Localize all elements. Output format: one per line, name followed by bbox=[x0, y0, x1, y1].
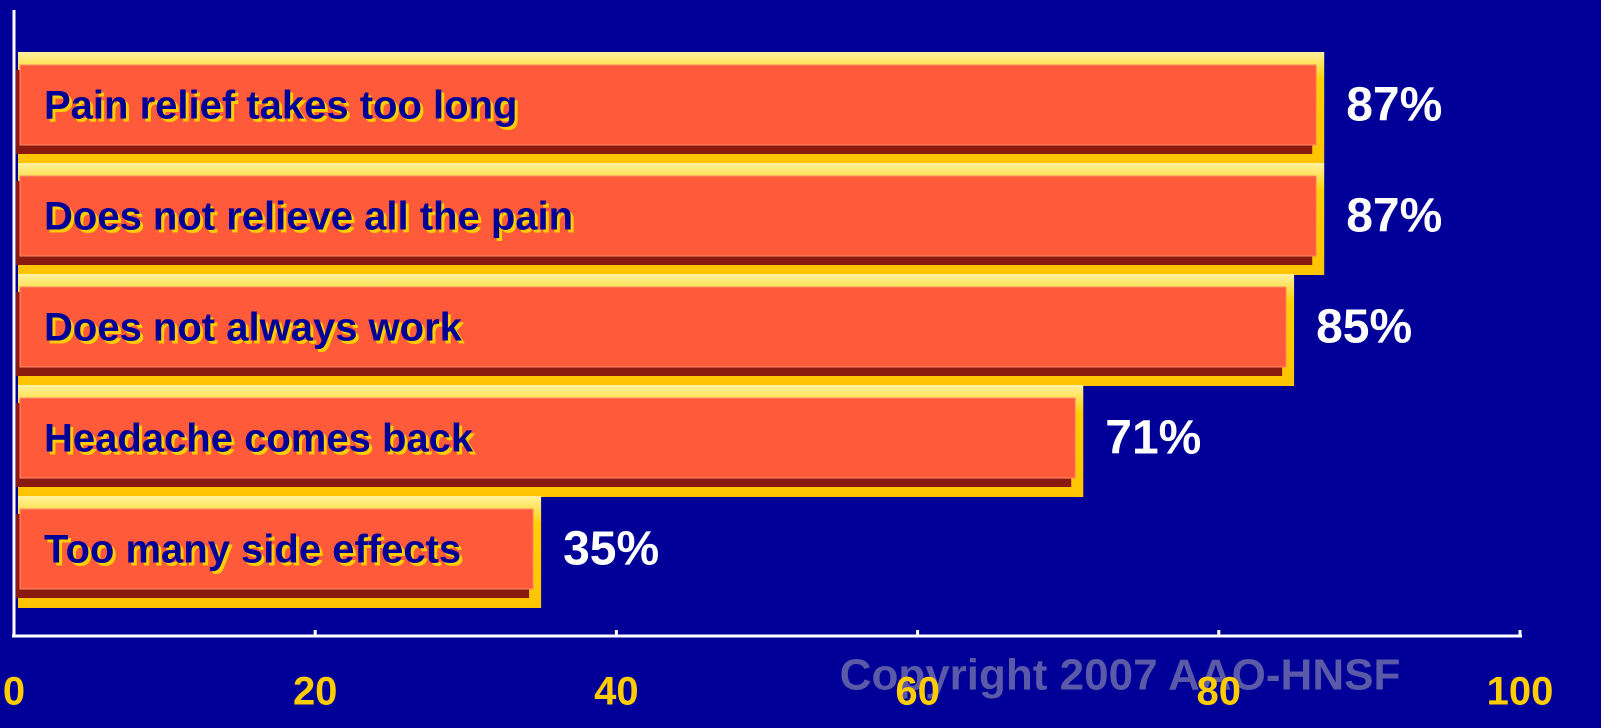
bar bbox=[19, 175, 1317, 257]
category-label: Does not always work bbox=[44, 306, 463, 350]
category-label-shadow: Pain relief takes too long bbox=[47, 87, 520, 131]
value-label: 87% bbox=[1346, 190, 1442, 243]
x-tick-label: 40 bbox=[594, 670, 639, 714]
category-label-shadow: Does not relieve all the pain bbox=[47, 198, 576, 242]
bar bbox=[19, 286, 1287, 368]
category-label: Too many side effects bbox=[44, 528, 461, 572]
category-label-shadow: Does not always work bbox=[47, 309, 466, 353]
category-label: Pain relief takes too long bbox=[44, 84, 517, 128]
bar bbox=[19, 508, 534, 590]
x-tick-label: 20 bbox=[293, 670, 338, 714]
value-label: 35% bbox=[563, 523, 659, 576]
category-label-shadow: Headache comes back bbox=[47, 420, 477, 464]
bar bbox=[19, 397, 1076, 479]
value-label: 87% bbox=[1346, 79, 1442, 132]
category-label: Does not relieve all the pain bbox=[44, 195, 573, 239]
copyright: Copyright 2007 AAO-HNSF bbox=[840, 651, 1401, 700]
category-label-shadow: Too many side effects bbox=[47, 531, 464, 575]
x-tick-label: 0 bbox=[3, 670, 25, 714]
bar bbox=[19, 64, 1317, 146]
value-label: 71% bbox=[1105, 412, 1201, 465]
x-tick-label: 80 bbox=[1197, 670, 1242, 714]
x-tick-label: 60 bbox=[895, 670, 940, 714]
value-label: 85% bbox=[1316, 301, 1412, 354]
category-label: Headache comes back bbox=[44, 417, 474, 461]
x-tick-label: 100 bbox=[1487, 670, 1554, 714]
